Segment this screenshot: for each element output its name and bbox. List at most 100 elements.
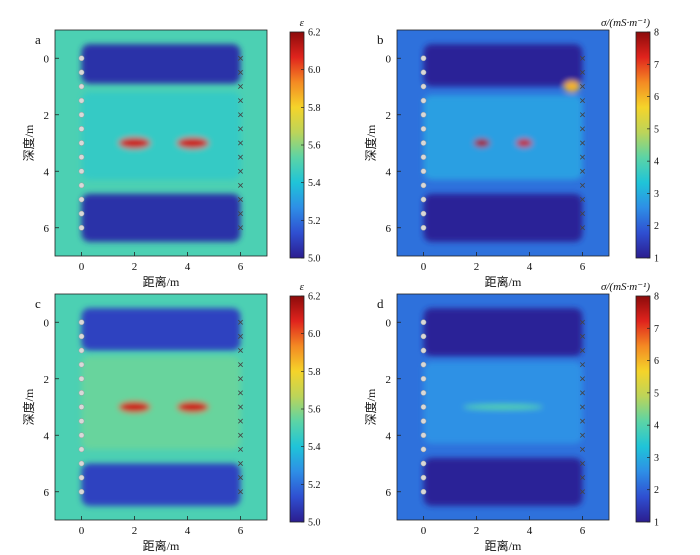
receiver-marker — [238, 154, 243, 160]
transmitter-marker — [78, 347, 85, 354]
colorbar-tick-label: 6.2 — [308, 28, 321, 39]
transmitter-marker — [420, 83, 427, 90]
transmitter-marker — [420, 154, 427, 160]
heatmap-anomaly-4 — [516, 138, 533, 148]
y-tick-label: 4 — [386, 430, 392, 442]
transmitter-marker — [420, 55, 427, 62]
y-tick-label: 0 — [44, 317, 50, 329]
y-axis-label: 深度/m — [21, 388, 36, 425]
heatmap-layer-0 — [423, 308, 583, 357]
x-axis-label: 距离/m — [143, 538, 180, 553]
receiver-marker — [238, 319, 243, 325]
panel-c: 0 2 4 6 0 2 4 6 距离/m 深度/m c 6.2 6.0 5.8 5.6 5.4 5.2 5.0 ε — [21, 281, 321, 553]
transmitter-marker — [420, 333, 427, 340]
transmitter-marker — [78, 154, 85, 160]
colorbar-tick-label: 5.8 — [308, 103, 321, 114]
transmitter-marker — [78, 404, 85, 410]
heatmap-layer-2 — [81, 463, 241, 506]
colorbar-tick-label: 5 — [654, 124, 659, 135]
heatmap-layer-1 — [81, 92, 241, 180]
x-tick-label: 4 — [527, 525, 533, 537]
colorbar-title: ε — [300, 281, 305, 293]
x-tick-label: 6 — [238, 261, 244, 273]
heatmap-area — [55, 294, 267, 520]
receiver-marker — [580, 432, 585, 438]
receiver-marker — [238, 333, 243, 339]
y-tick-label: 6 — [44, 223, 50, 235]
transmitter-marker — [78, 69, 85, 76]
y-tick-label: 2 — [44, 374, 50, 386]
heatmap-layer-2 — [81, 193, 241, 242]
y-axis-label: 深度/m — [363, 388, 378, 425]
y-tick-label: 2 — [386, 110, 392, 122]
receiver-marker — [238, 84, 243, 89]
y-tick-label: 0 — [44, 53, 50, 65]
x-axis-label: 距离/m — [143, 274, 180, 289]
panel-letter: b — [377, 32, 384, 47]
y-tick-label: 2 — [386, 374, 392, 386]
receiver-marker — [580, 390, 585, 396]
y-tick-label: 2 — [44, 110, 50, 122]
heatmap-anomaly-3 — [118, 137, 151, 149]
heatmap-layer-0 — [81, 44, 241, 84]
transmitter-marker — [78, 126, 85, 132]
transmitter-marker — [78, 83, 85, 90]
x-tick-label: 2 — [474, 525, 480, 537]
x-tick-label: 6 — [238, 525, 244, 537]
receiver-marker — [238, 182, 243, 188]
transmitter-marker — [78, 182, 85, 189]
heatmap-layer-1 — [81, 356, 241, 450]
colorbar-tick-label: 1 — [654, 254, 659, 265]
receiver-marker — [580, 168, 585, 174]
x-tick-label: 2 — [474, 261, 480, 273]
x-tick-label: 4 — [185, 525, 191, 537]
receiver-marker — [580, 446, 585, 452]
transmitter-marker — [78, 375, 85, 382]
y-tick-label: 6 — [44, 487, 50, 499]
colorbar-tick-label: 5.6 — [308, 405, 321, 416]
heatmap-regions — [423, 44, 583, 242]
heatmap-layer-1 — [423, 94, 583, 180]
transmitter-marker — [78, 361, 85, 368]
heatmap-anomaly-3 — [118, 401, 151, 413]
receiver-marker — [238, 362, 243, 368]
y-tick-label: 0 — [386, 317, 392, 329]
y-tick-label: 4 — [386, 166, 392, 178]
heatmap-layer-2 — [423, 457, 583, 506]
transmitter-marker — [78, 224, 85, 231]
panel-letter: c — [35, 296, 41, 311]
receiver-marker — [580, 489, 585, 495]
x-tick-label: 4 — [527, 261, 533, 273]
receiver-marker — [580, 376, 585, 382]
colorbar-tick-label: 5.6 — [308, 141, 321, 152]
receiver-marker — [580, 182, 585, 188]
receiver-marker — [580, 319, 585, 325]
plot-frame — [54, 293, 268, 521]
transmitter-marker — [78, 168, 85, 175]
receiver-marker — [580, 225, 585, 231]
x-tick-label: 0 — [421, 261, 427, 273]
x-tick-label: 2 — [132, 525, 138, 537]
heatmap-anomaly-4 — [176, 137, 209, 149]
receiver-marker — [238, 489, 243, 495]
colorbar-title: ε — [300, 17, 305, 29]
colorbar-tick-label: 3 — [654, 189, 659, 200]
colorbar-tick-label: 5.0 — [308, 254, 321, 265]
colorbar-tick-label: 6.0 — [308, 329, 321, 340]
transmitter-marker — [420, 126, 427, 132]
colorbar-tick-label: 4 — [654, 421, 659, 432]
colorbar-title: σ/(mS·m⁻¹) — [601, 17, 650, 29]
transmitter-marker — [78, 140, 85, 146]
receiver-marker — [580, 333, 585, 339]
transmitter-marker — [420, 432, 427, 439]
receiver-marker — [238, 432, 243, 438]
receiver-marker — [238, 475, 243, 481]
heatmap-regions — [81, 308, 241, 506]
transmitter-marker — [78, 390, 85, 396]
receiver-marker — [238, 404, 243, 410]
y-axis-label: 深度/m — [363, 124, 378, 161]
colorbar-tick-label: 5.4 — [308, 178, 321, 189]
receiver-marker — [238, 98, 243, 104]
heatmap-anomaly-3 — [463, 404, 543, 410]
